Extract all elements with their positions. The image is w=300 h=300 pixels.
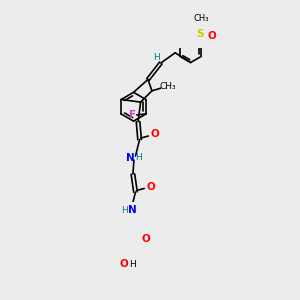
Text: O: O (208, 31, 217, 41)
Text: H: H (129, 260, 136, 268)
Text: CH₃: CH₃ (194, 14, 209, 23)
Text: O: O (146, 182, 155, 192)
Text: N: N (128, 205, 137, 215)
Text: CH₃: CH₃ (159, 82, 176, 91)
Text: F: F (129, 110, 136, 120)
Text: H: H (153, 53, 160, 62)
Text: O: O (150, 130, 159, 140)
Text: H: H (121, 206, 128, 214)
Text: N: N (126, 153, 135, 163)
Text: O: O (142, 234, 151, 244)
Text: S: S (196, 29, 204, 39)
Text: O: O (119, 259, 128, 269)
Text: H: H (135, 153, 142, 162)
